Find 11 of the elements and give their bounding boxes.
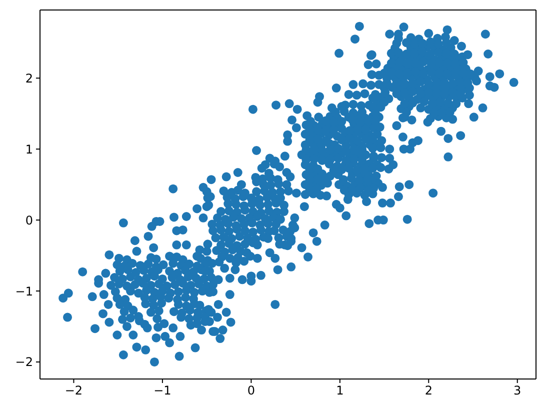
y-tick-label: −1 [15, 284, 33, 298]
y-tick-label: 0 [25, 213, 33, 228]
x-tick-label: 0 [247, 384, 255, 398]
x-tick-label: 1 [336, 384, 344, 398]
x-tick-label: 2 [424, 384, 432, 398]
x-tick-label: 3 [514, 384, 522, 398]
x-tick-label: −2 [64, 384, 83, 398]
x-tick-label: −1 [154, 384, 172, 398]
y-tick-label: −2 [15, 355, 33, 370]
y-tick-label: 2 [25, 71, 33, 86]
y-tick-label: 1 [25, 142, 33, 156]
